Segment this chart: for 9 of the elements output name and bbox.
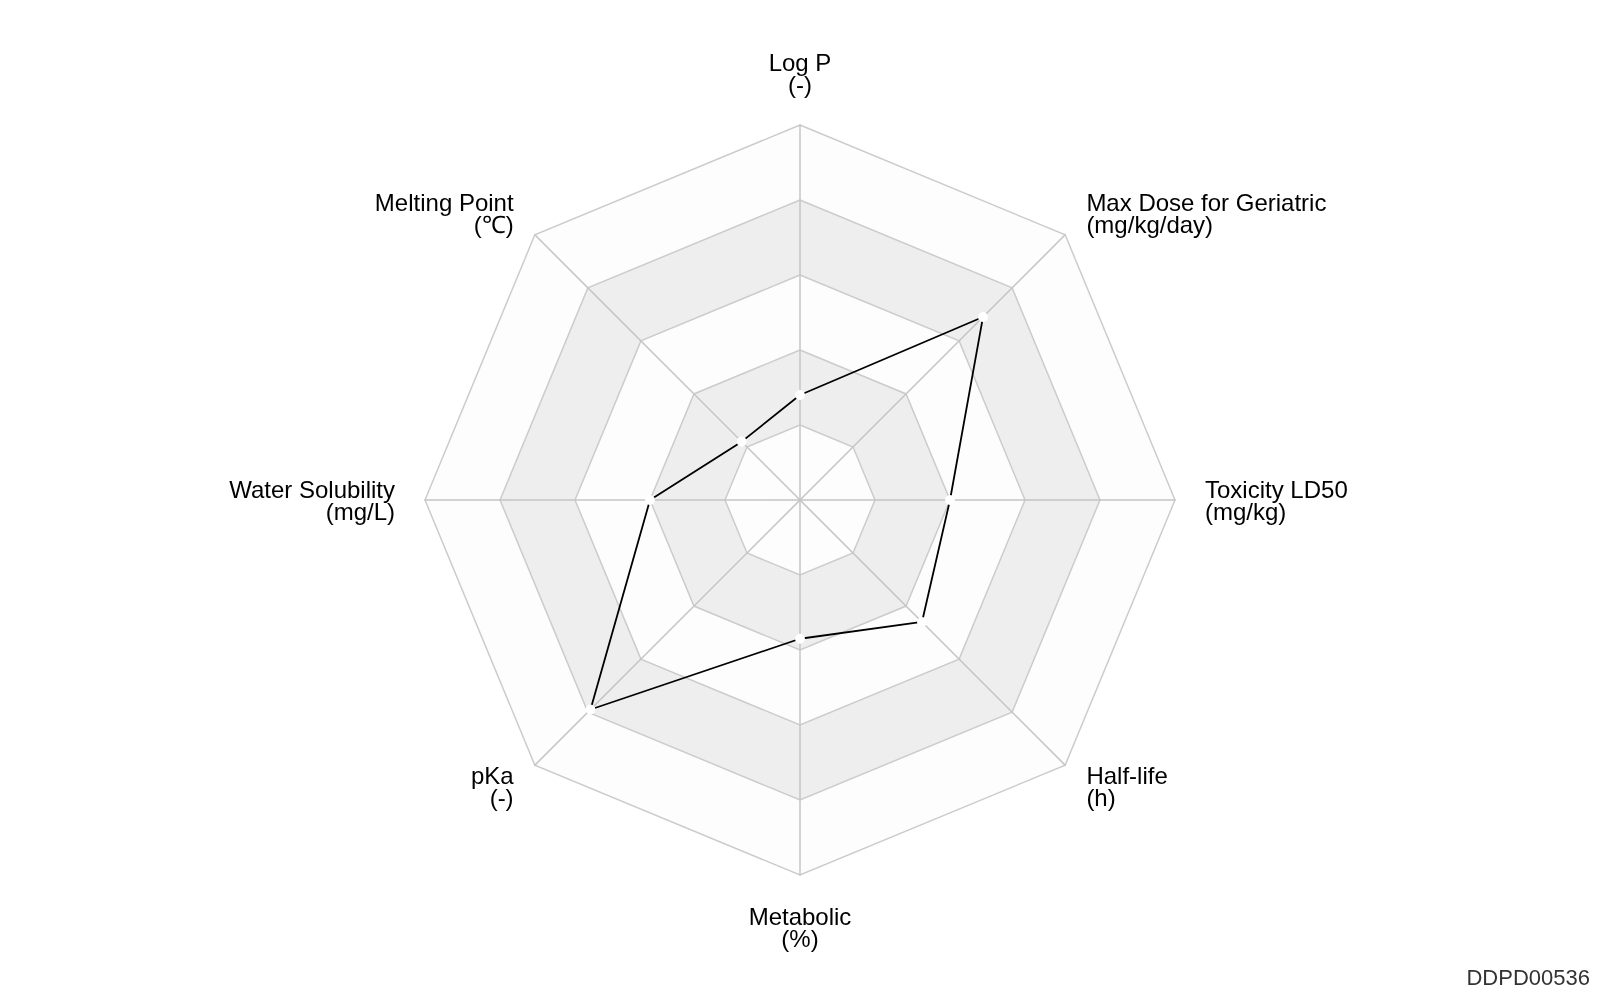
spoke-label: Max Dose for Geriatric (mg/kg/day): [1086, 189, 1327, 239]
spoke-label: Water Solubility (mg/L): [229, 475, 395, 525]
spoke-label: Log P (-): [768, 48, 832, 98]
spoke-label: Melting Point (℃): [374, 189, 514, 239]
spoke-label: Metabolic (%): [748, 902, 852, 952]
spoke-label: Toxicity LD50 (mg/kg): [1205, 475, 1348, 525]
spoke-label: Half-life (h): [1086, 761, 1168, 811]
spoke-label: pKa (-): [470, 761, 515, 811]
text: DDPD00536: [1466, 964, 1590, 990]
